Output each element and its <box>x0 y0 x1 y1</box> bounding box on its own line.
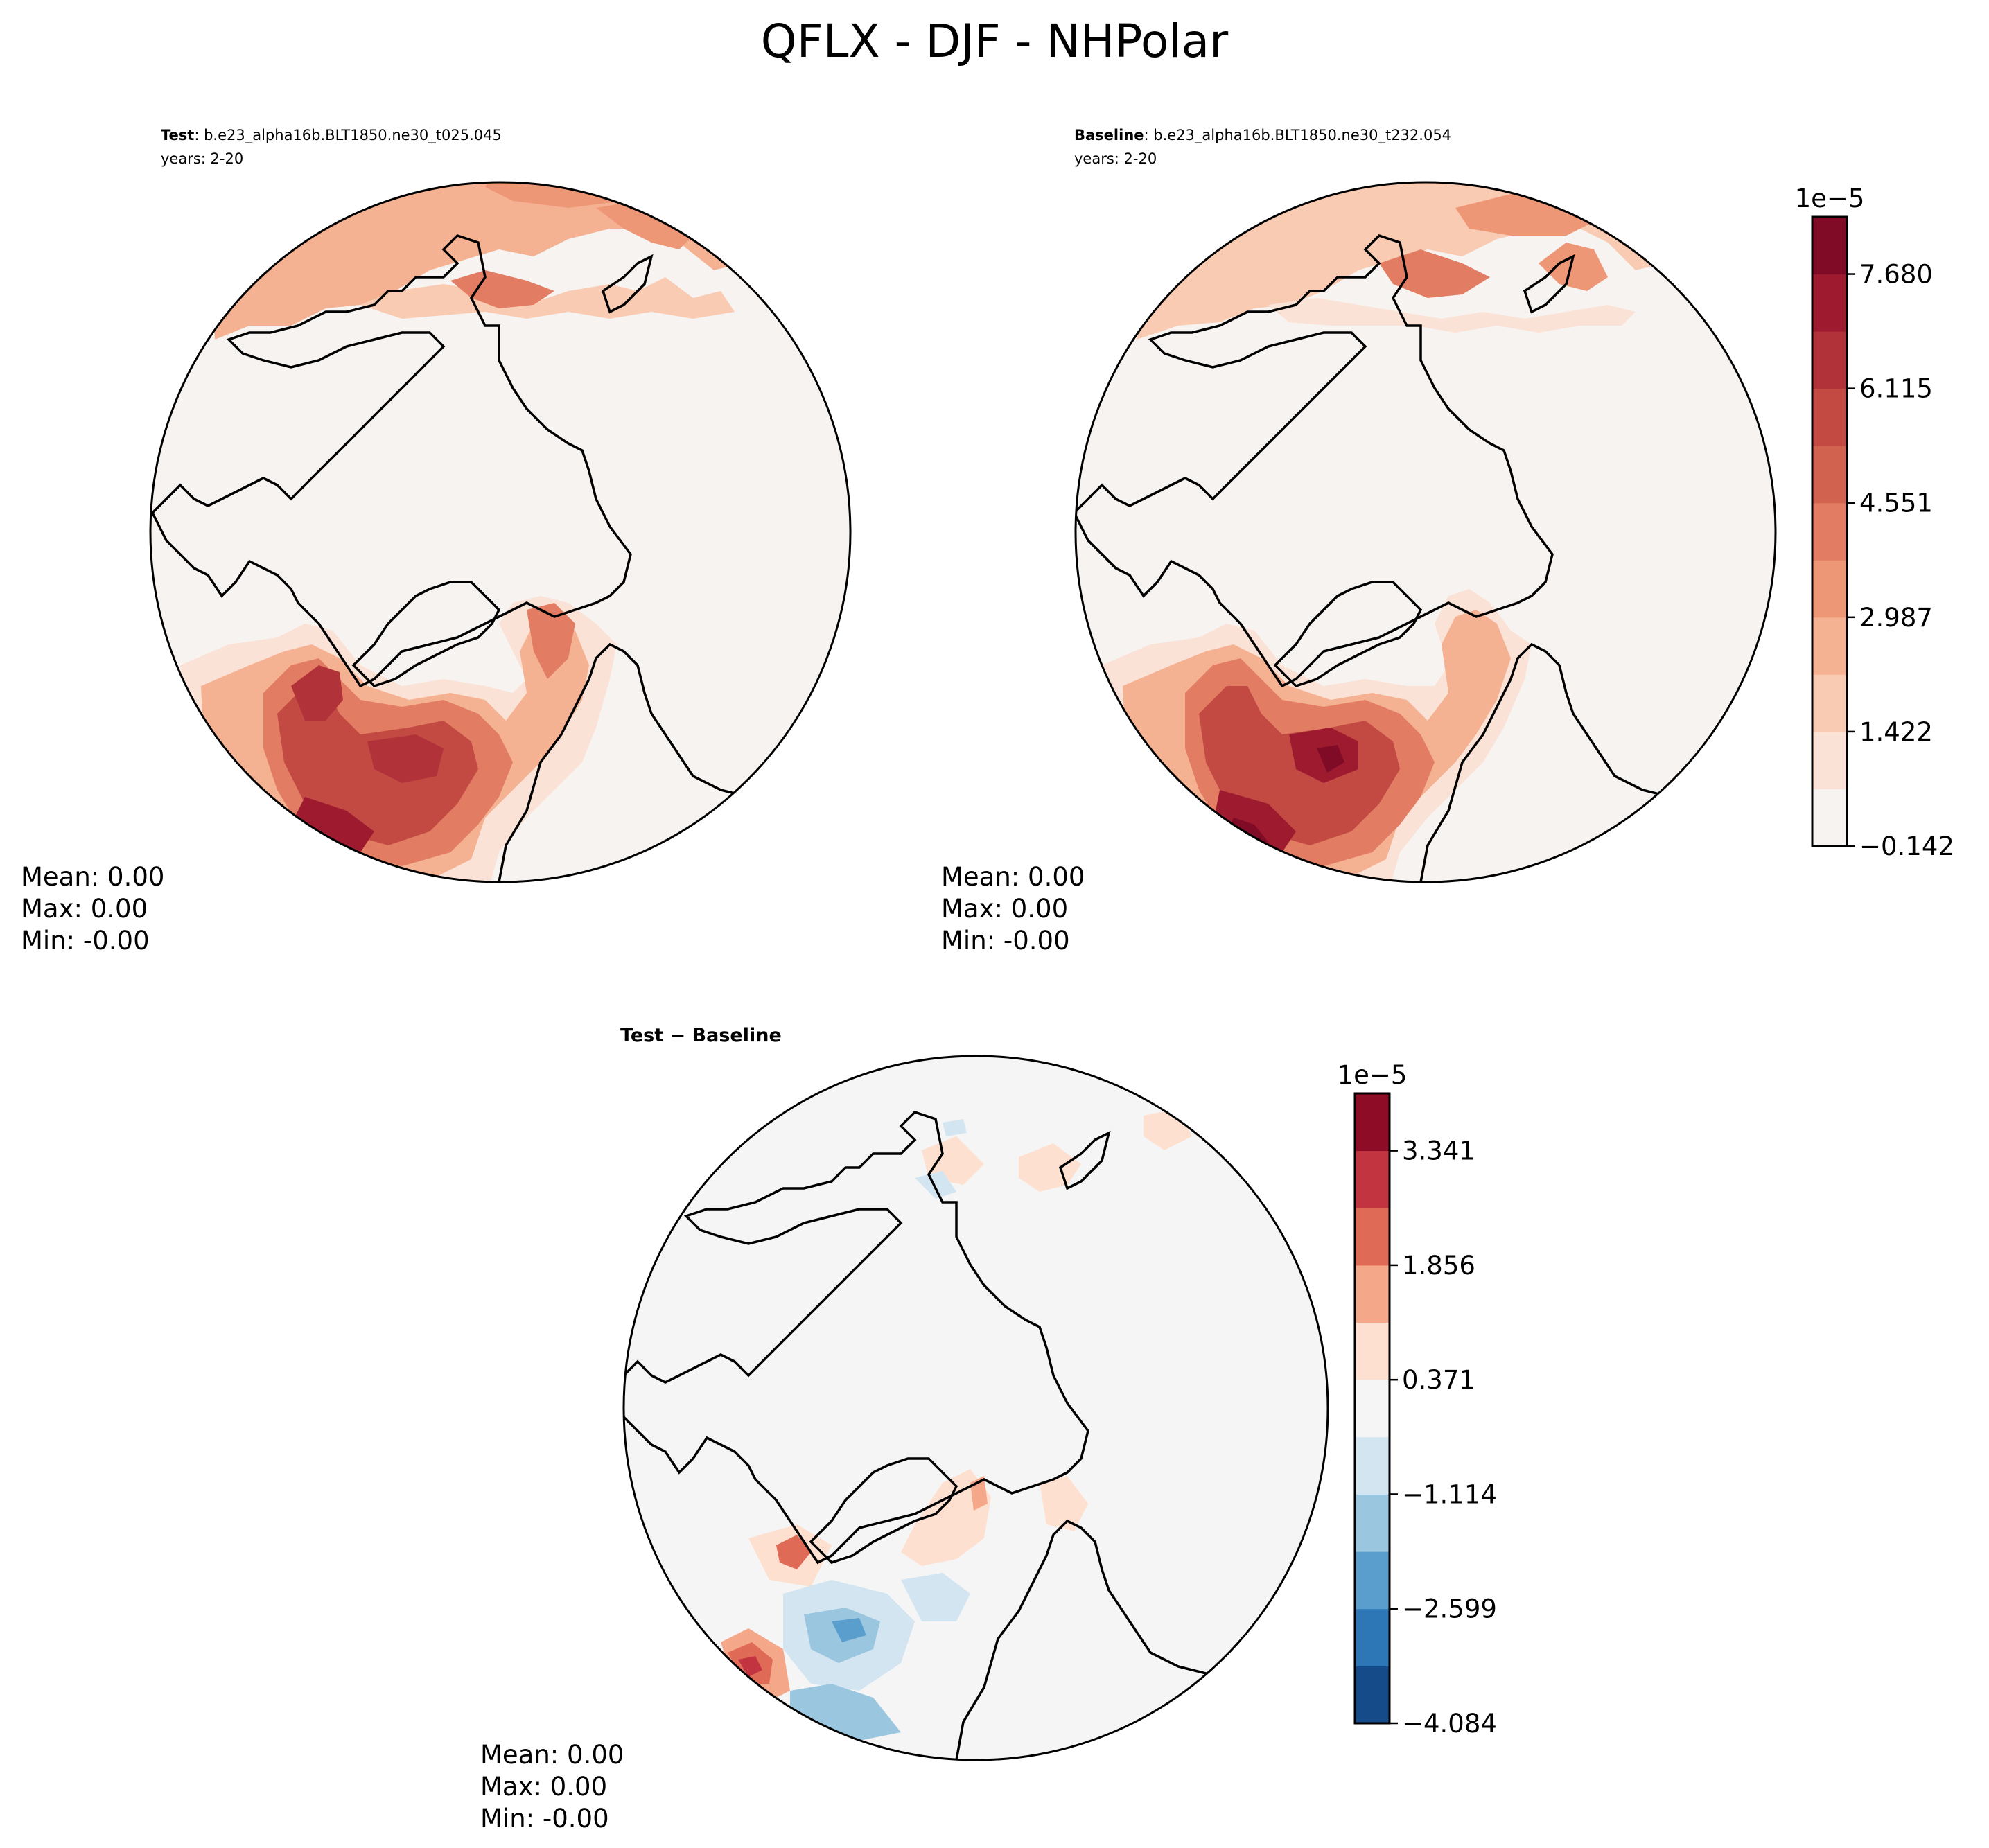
contour-band <box>1379 249 1490 298</box>
colorbar-segment <box>1812 617 1847 675</box>
contour-band <box>450 270 554 308</box>
colorbar-tick-label: −4.084 <box>1402 1709 1497 1739</box>
colorbar-segment <box>1355 1208 1390 1266</box>
colorbar-segment <box>1812 388 1847 446</box>
stat-mean: Mean: 0.00 <box>21 862 164 892</box>
figure-title: QFLX - DJF - NHPolar <box>761 15 1229 68</box>
contour-band <box>291 797 374 852</box>
coastline <box>1076 234 1554 688</box>
colorbar-segment <box>1812 331 1847 389</box>
stat-min: Min: -0.00 <box>941 926 1070 956</box>
panel-test-header: Test: b.e23_alpha16b.BLT1850.ne30_t025.0… <box>161 127 502 144</box>
panel-test-years: years: 2-20 <box>161 150 243 167</box>
colorbar-segment <box>1355 1551 1390 1610</box>
colorbar-tick-label: 4.551 <box>1859 489 1933 518</box>
coastline-svalbard <box>1523 254 1575 314</box>
colorbar-frame <box>1811 215 1848 847</box>
colorbar-segment <box>1812 789 1847 847</box>
colorbar-exponent: 1e−5 <box>1795 184 1865 213</box>
stat-mean: Mean: 0.00 <box>941 862 1085 892</box>
contour-band <box>596 201 693 249</box>
contour-band <box>776 1535 811 1569</box>
stat-mean: Mean: 0.00 <box>480 1740 624 1770</box>
contour-band <box>527 603 575 679</box>
stat-max: Max: 0.00 <box>941 894 1068 924</box>
colorbar-segment <box>1355 1150 1390 1208</box>
contour-band <box>1268 298 1636 333</box>
panel-test: Test: b.e23_alpha16b.BLT1850.ne30_t025.0… <box>21 127 852 956</box>
colorbar-tick-label: 6.115 <box>1859 374 1933 404</box>
colorbar-segment <box>1812 731 1847 789</box>
contour-band <box>1317 745 1344 773</box>
map-border <box>1074 181 1777 883</box>
contour-band <box>291 665 343 721</box>
colorbar-tick-label: 1.856 <box>1402 1251 1475 1281</box>
colorbar-segment <box>1812 446 1847 504</box>
map-border <box>149 181 852 883</box>
colorbar-segment <box>1355 1380 1390 1438</box>
map-border <box>622 1055 1329 1761</box>
panel-diff-label: Test − Baseline <box>620 1025 782 1046</box>
panel-baseline-case: : b.e23_alpha16b.BLT1850.ne30_t232.054 <box>1144 127 1452 144</box>
colorbar-exponent: 1e−5 <box>1338 1060 1408 1090</box>
colorbar-segment <box>1355 1322 1390 1380</box>
contour-band <box>738 1656 762 1677</box>
colorbar-segment <box>1355 1608 1390 1666</box>
coastline-svalbard <box>601 254 654 314</box>
contour-band <box>943 1119 967 1136</box>
panel-baseline-map <box>1076 182 1776 882</box>
stat-min: Min: -0.00 <box>21 926 150 956</box>
coastline-greenland <box>351 581 501 688</box>
colorbar-segment <box>1812 217 1847 275</box>
contour-band <box>915 1171 956 1199</box>
contour-band <box>360 277 735 319</box>
contour-band <box>901 1469 991 1566</box>
colorbar-top: −0.142 1.422 2.987 4.551 6.115 7.680 1e−5 <box>1795 184 1954 861</box>
colorbar-segment <box>1355 1265 1390 1323</box>
colorbar-tick-label: 3.341 <box>1402 1136 1475 1166</box>
coastline-scandinavia <box>497 642 850 882</box>
panel-diff: Test − Baseline Me <box>480 1025 1329 1833</box>
colorbar-tick-label: −1.114 <box>1402 1479 1497 1509</box>
contour-band <box>832 1618 866 1642</box>
contour-band <box>1040 1476 1088 1531</box>
coastline <box>150 234 632 688</box>
colorbar-segment <box>1355 1666 1390 1724</box>
colorbar-diff: −4.084 −2.599 −1.114 0.371 1.856 3.341 1e−5 <box>1338 1060 1497 1739</box>
colorbar-segment <box>1812 502 1847 561</box>
contour-band <box>367 734 444 783</box>
colorbar-tick-label: −0.142 <box>1859 831 1954 861</box>
panel-baseline-label: Baseline <box>1074 127 1144 143</box>
panel-baseline-years: years: 2-20 <box>1074 150 1157 167</box>
panel-test-case: : b.e23_alpha16b.BLT1850.ne30_t025.045 <box>194 127 502 144</box>
coastline-scandinavia <box>1419 642 1776 882</box>
coastline-svalbard <box>1058 1130 1111 1190</box>
coastline-greenland <box>1273 581 1423 688</box>
coastline-scandinavia <box>954 1519 1328 1760</box>
colorbar-frame <box>1353 1092 1391 1725</box>
colorbar-segment <box>1355 1436 1390 1495</box>
colorbar-tick-label: −2.599 <box>1402 1594 1497 1624</box>
colorbar-segment <box>1355 1093 1390 1152</box>
stat-max: Max: 0.00 <box>21 894 148 924</box>
colorbar-segment <box>1812 674 1847 732</box>
stat-min: Min: -0.00 <box>480 1804 609 1833</box>
panel-baseline-header: Baseline: b.e23_alpha16b.BLT1850.ne30_t2… <box>1074 127 1451 144</box>
colorbar-segment <box>1812 560 1847 618</box>
colorbar-segment <box>1812 274 1847 332</box>
colorbar-tick-label: 2.987 <box>1859 603 1933 633</box>
contour-band <box>901 1573 970 1621</box>
contour-band <box>1539 243 1608 291</box>
coastline <box>624 1110 1089 1565</box>
panel-test-label: Test <box>161 127 194 143</box>
colorbar-tick-label: 0.371 <box>1402 1365 1475 1395</box>
stat-max: Max: 0.00 <box>480 1772 607 1802</box>
coastline-greenland <box>809 1457 958 1565</box>
panel-diff-map <box>624 1056 1328 1760</box>
colorbar-tick-label: 1.422 <box>1859 717 1933 747</box>
colorbar-segment <box>1355 1494 1390 1552</box>
panel-baseline: Baseline: b.e23_alpha16b.BLT1850.ne30_t2… <box>941 127 1777 956</box>
colorbar-tick-label: 7.680 <box>1859 260 1933 290</box>
